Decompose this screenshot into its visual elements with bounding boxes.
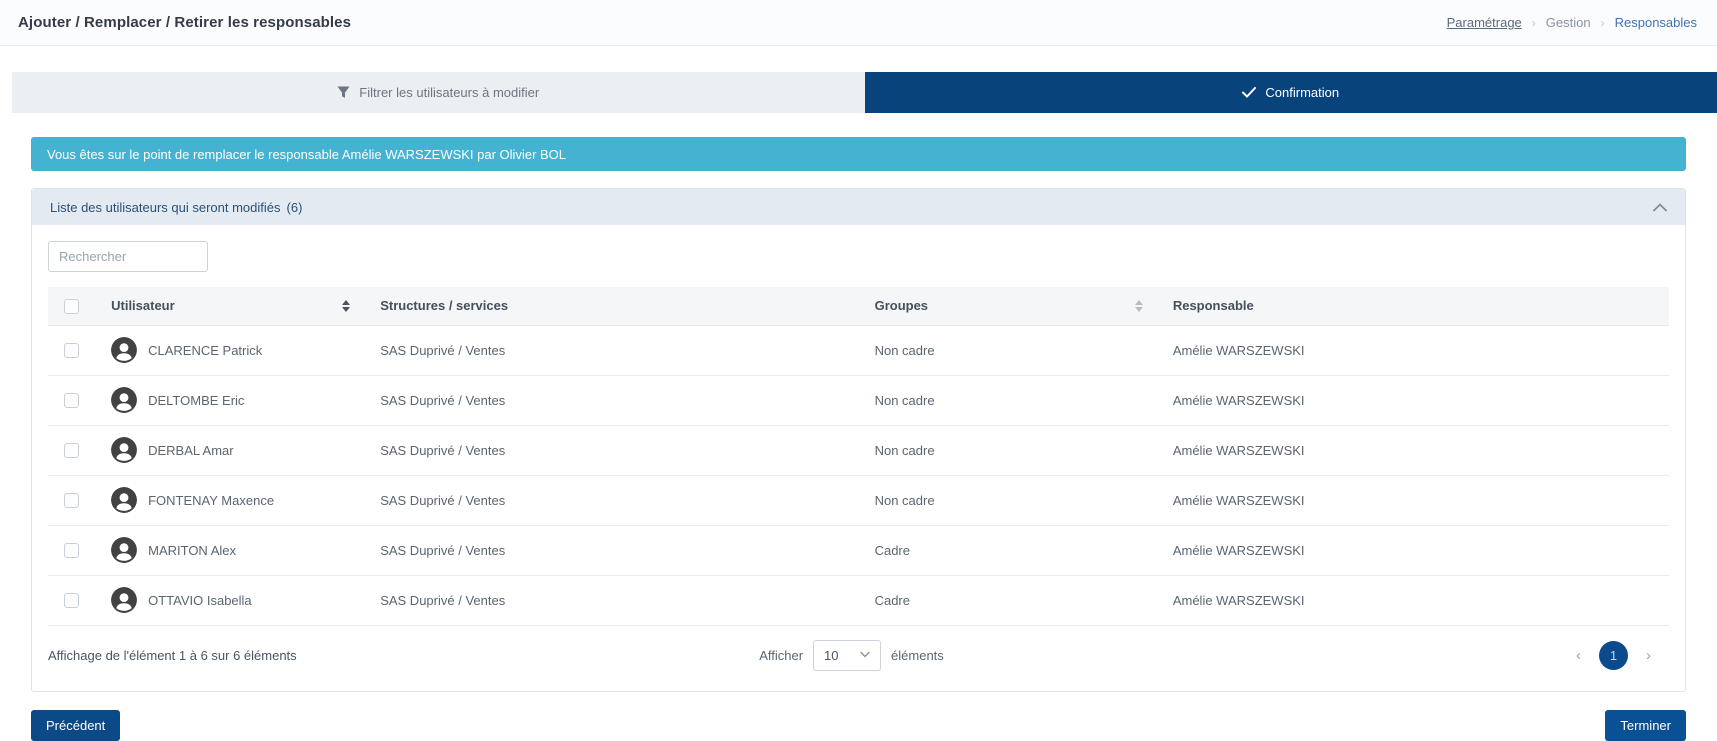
pagination: ‹ 1 ›: [944, 641, 1669, 670]
row-checkbox[interactable]: [64, 343, 79, 358]
column-header-groupes[interactable]: Groupes: [867, 287, 1165, 325]
column-header-responsable[interactable]: Responsable: [1165, 287, 1669, 325]
users-panel-title: Liste des utilisateurs qui seront modifi…: [50, 200, 302, 215]
user-avatar-icon: [111, 337, 137, 363]
users-panel-body: Utilisateur Structures / services Groupe…: [32, 225, 1685, 691]
responsable-cell: Amélie WARSZEWSKI: [1165, 375, 1669, 425]
row-checkbox[interactable]: [64, 443, 79, 458]
row-checkbox[interactable]: [64, 393, 79, 408]
search-input[interactable]: [48, 241, 208, 272]
responsable-cell: Amélie WARSZEWSKI: [1165, 575, 1669, 625]
user-avatar-icon: [111, 387, 137, 413]
row-checkbox[interactable]: [64, 593, 79, 608]
breadcrumb-separator-icon: ›: [1601, 16, 1605, 30]
finish-button[interactable]: Terminer: [1605, 710, 1686, 741]
responsable-cell: Amélie WARSZEWSKI: [1165, 525, 1669, 575]
action-bar: Précédent Terminer: [31, 710, 1686, 741]
chevron-up-icon[interactable]: [1653, 203, 1667, 212]
sort-icon[interactable]: [342, 300, 350, 312]
groupes-cell: Cadre: [867, 525, 1165, 575]
page-size-label-after: éléments: [891, 648, 944, 663]
select-all-checkbox[interactable]: [64, 299, 79, 314]
user-avatar-icon: [111, 487, 137, 513]
breadcrumb-parametrage[interactable]: Paramétrage: [1447, 15, 1522, 30]
user-name: DERBAL Amar: [148, 443, 234, 458]
user-name: FONTENAY Maxence: [148, 493, 274, 508]
tab-confirmation-label: Confirmation: [1265, 85, 1339, 100]
structures-cell: SAS Duprivé / Ventes: [372, 575, 866, 625]
structures-cell: SAS Duprivé / Ventes: [372, 475, 866, 525]
page-size-value: 10: [824, 648, 838, 663]
replacement-info-banner: Vous êtes sur le point de remplacer le r…: [31, 137, 1686, 171]
user-avatar-icon: [111, 537, 137, 563]
groupes-cell: Non cadre: [867, 475, 1165, 525]
sort-icon[interactable]: [1135, 300, 1143, 312]
structures-cell: SAS Duprivé / Ventes: [372, 375, 866, 425]
responsable-cell: Amélie WARSZEWSKI: [1165, 475, 1669, 525]
table-header-row: Utilisateur Structures / services Groupe…: [48, 287, 1669, 325]
user-name: OTTAVIO Isabella: [148, 593, 252, 608]
users-panel-header[interactable]: Liste des utilisateurs qui seront modifi…: [32, 189, 1685, 225]
column-header-utilisateur[interactable]: Utilisateur: [103, 287, 372, 325]
user-avatar-icon: [111, 587, 137, 613]
breadcrumb-separator-icon: ›: [1532, 16, 1536, 30]
column-header-structures[interactable]: Structures / services: [372, 287, 866, 325]
previous-page-icon[interactable]: ‹: [1572, 647, 1585, 664]
tab-filter-users[interactable]: Filtrer les utilisateurs à modifier: [12, 72, 865, 113]
top-bar: Ajouter / Remplacer / Retirer les respon…: [0, 0, 1717, 46]
users-panel: Liste des utilisateurs qui seront modifi…: [31, 188, 1686, 692]
users-table: Utilisateur Structures / services Groupe…: [48, 287, 1669, 626]
responsable-cell: Amélie WARSZEWSKI: [1165, 325, 1669, 375]
row-checkbox[interactable]: [64, 543, 79, 558]
tab-confirmation[interactable]: Confirmation: [865, 72, 1717, 113]
page-size-label-before: Afficher: [759, 648, 803, 663]
structures-cell: SAS Duprivé / Ventes: [372, 525, 866, 575]
tab-filter-users-label: Filtrer les utilisateurs à modifier: [359, 85, 539, 100]
chevron-down-icon: [860, 649, 870, 661]
check-icon: [1242, 87, 1256, 98]
page-size-select[interactable]: 10: [813, 640, 881, 671]
page-title: Ajouter / Remplacer / Retirer les respon…: [18, 14, 351, 31]
row-checkbox[interactable]: [64, 493, 79, 508]
groupes-cell: Non cadre: [867, 325, 1165, 375]
user-name: DELTOMBE Eric: [148, 393, 244, 408]
table-footer: Affichage de l'élément 1 à 6 sur 6 éléme…: [48, 640, 1669, 675]
pagination-info: Affichage de l'élément 1 à 6 sur 6 éléme…: [48, 648, 759, 663]
responsable-cell: Amélie WARSZEWSKI: [1165, 425, 1669, 475]
groupes-cell: Non cadre: [867, 375, 1165, 425]
breadcrumb: Paramétrage › Gestion › Responsables: [1447, 15, 1697, 30]
page-size-control: Afficher 10 éléments: [759, 640, 944, 671]
user-avatar-icon: [111, 437, 137, 463]
structures-cell: SAS Duprivé / Ventes: [372, 425, 866, 475]
previous-button[interactable]: Précédent: [31, 710, 120, 741]
breadcrumb-responsables[interactable]: Responsables: [1615, 15, 1697, 30]
users-count-badge: (6): [287, 200, 303, 215]
structures-cell: SAS Duprivé / Ventes: [372, 325, 866, 375]
wizard-tabs: Filtrer les utilisateurs à modifier Conf…: [12, 72, 1717, 113]
current-page-button[interactable]: 1: [1599, 641, 1628, 670]
replacement-info-text: Vous êtes sur le point de remplacer le r…: [47, 147, 566, 162]
groupes-cell: Non cadre: [867, 425, 1165, 475]
breadcrumb-gestion[interactable]: Gestion: [1546, 15, 1591, 30]
filter-icon: [337, 86, 350, 99]
user-name: CLARENCE Patrick: [148, 343, 262, 358]
next-page-icon[interactable]: ›: [1642, 647, 1655, 664]
groupes-cell: Cadre: [867, 575, 1165, 625]
user-name: MARITON Alex: [148, 543, 236, 558]
